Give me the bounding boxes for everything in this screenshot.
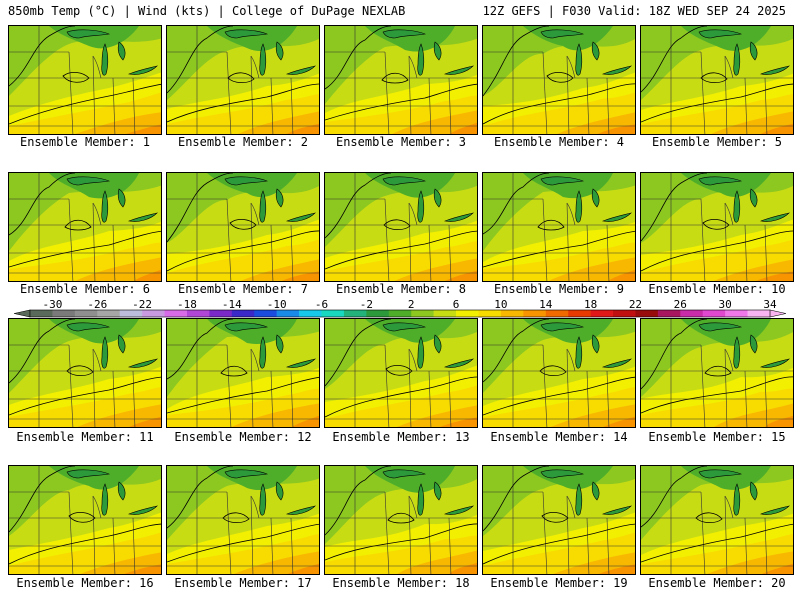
ensemble-member-map: [166, 25, 320, 135]
ensemble-member-caption: Ensemble Member: 6: [19, 282, 151, 296]
colorbar-swatch: [657, 310, 681, 317]
ensemble-member-caption: Ensemble Member: 12: [174, 430, 312, 444]
colorbar-swatch: [276, 310, 300, 317]
colorbar-tick-label: -18: [177, 300, 197, 311]
ensemble-member-caption: Ensemble Member: 20: [648, 576, 786, 590]
colorbar-swatch: [299, 310, 322, 317]
ensemble-member-caption: Ensemble Member: 16: [16, 576, 154, 590]
temperature-colorbar: -30-26-22-18-14-10-6-2261014182226303438…: [14, 300, 786, 318]
colorbar-swatch: [52, 310, 76, 317]
colorbar-outline: [29, 309, 771, 318]
colorbar-tick-label: 34: [763, 300, 777, 311]
ensemble-member-map: [324, 465, 478, 575]
colorbar-tick-label: 10: [494, 300, 507, 311]
ensemble-member-caption: Ensemble Member: 1: [19, 135, 151, 149]
ensemble-member-map: [166, 172, 320, 282]
colorbar-swatch: [523, 310, 547, 317]
ensemble-member-caption: Ensemble Member: 8: [335, 282, 467, 296]
ensemble-member-caption: Ensemble Member: 2: [177, 135, 309, 149]
colorbar-swatch: [568, 310, 591, 317]
map-title: 850mb Temp (°C) | Wind (kts) | College o…: [8, 4, 406, 18]
ensemble-member-map: [482, 465, 636, 575]
colorbar-swatch: [388, 310, 412, 317]
colorbar-swatch: [321, 310, 345, 317]
ensemble-member-caption: Ensemble Member: 4: [493, 135, 625, 149]
ensemble-member-caption: Ensemble Member: 7: [177, 282, 309, 296]
colorbar-swatch: [590, 310, 614, 317]
ensemble-member-map: [8, 465, 162, 575]
valid-time: 12Z GEFS | F030 Valid: 18Z WED SEP 24 20…: [482, 4, 786, 18]
ensemble-member-map: [324, 318, 478, 428]
colorbar-swatch: [231, 310, 255, 317]
colorbar-swatch: [74, 310, 98, 317]
colorbar-tick-label: -26: [87, 300, 107, 311]
colorbar-swatch: [545, 310, 569, 317]
ensemble-member-caption: Ensemble Member: 15: [648, 430, 786, 444]
ensemble-member-caption: Ensemble Member: 10: [648, 282, 786, 296]
ensemble-member-map: [482, 318, 636, 428]
ensemble-member-caption: Ensemble Member: 9: [493, 282, 625, 296]
colorbar-tick-label: -22: [132, 300, 152, 311]
ensemble-member-map: [640, 25, 794, 135]
colorbar-swatch: [680, 310, 704, 317]
ensemble-member-caption: Ensemble Member: 13: [332, 430, 470, 444]
colorbar-swatch: [164, 310, 188, 317]
colorbar-swatch: [97, 310, 120, 317]
colorbar-tick-label: -10: [267, 300, 287, 311]
ensemble-member-map: [166, 465, 320, 575]
colorbar-swatch: [142, 310, 165, 317]
ensemble-member-caption: Ensemble Member: 11: [16, 430, 154, 444]
ensemble-member-map: [324, 172, 478, 282]
ensemble-member-map: [324, 25, 478, 135]
colorbar-swatch: [613, 310, 636, 317]
ensemble-member-caption: Ensemble Member: 17: [174, 576, 312, 590]
ensemble-member-caption: Ensemble Member: 5: [651, 135, 783, 149]
ensemble-member-map: [482, 172, 636, 282]
colorbar-tick-label: -2: [360, 300, 373, 311]
colorbar-swatch: [209, 310, 233, 317]
ensemble-member-map: [8, 172, 162, 282]
colorbar-tick-label: -30: [42, 300, 62, 311]
colorbar-swatch: [456, 310, 479, 317]
colorbar-tick-label: -6: [315, 300, 328, 311]
colorbar-tick-label: 2: [408, 300, 415, 311]
colorbar-swatch: [433, 310, 457, 317]
colorbar-min-arrow: [14, 309, 31, 318]
colorbar-max-arrow: [769, 309, 786, 318]
colorbar-tick-label: -14: [222, 300, 242, 311]
ensemble-member-map: [640, 318, 794, 428]
colorbar-swatch: [747, 310, 771, 317]
colorbar-swatch: [343, 310, 367, 317]
colorbar-tick-label: 14: [539, 300, 553, 311]
colorbar-swatch: [119, 310, 143, 317]
colorbar-tick-label: 22: [629, 300, 642, 311]
colorbar-swatch: [30, 310, 53, 317]
ensemble-member-caption: Ensemble Member: 3: [335, 135, 467, 149]
ensemble-member-caption: Ensemble Member: 19: [490, 576, 628, 590]
colorbar-tick-label: 26: [674, 300, 687, 311]
colorbar-swatch: [725, 310, 748, 317]
ensemble-member-caption: Ensemble Member: 18: [332, 576, 470, 590]
colorbar-swatch: [366, 310, 390, 317]
ensemble-member-map: [166, 318, 320, 428]
ensemble-member-map: [8, 25, 162, 135]
colorbar-tick-label: 18: [584, 300, 597, 311]
colorbar-swatch: [411, 310, 434, 317]
colorbar-swatch: [478, 310, 502, 317]
ensemble-member-map: [482, 25, 636, 135]
colorbar-swatch: [702, 310, 726, 317]
ensemble-member-caption: Ensemble Member: 14: [490, 430, 628, 444]
colorbar-swatch: [635, 310, 659, 317]
ensemble-member-map: [640, 172, 794, 282]
colorbar-swatch: [186, 310, 210, 317]
colorbar-tick-label: 6: [453, 300, 460, 311]
ensemble-member-map: [640, 465, 794, 575]
colorbar-tick-label: 30: [719, 300, 732, 311]
ensemble-member-map: [8, 318, 162, 428]
colorbar-swatch: [254, 310, 277, 317]
colorbar-swatch: [500, 310, 524, 317]
